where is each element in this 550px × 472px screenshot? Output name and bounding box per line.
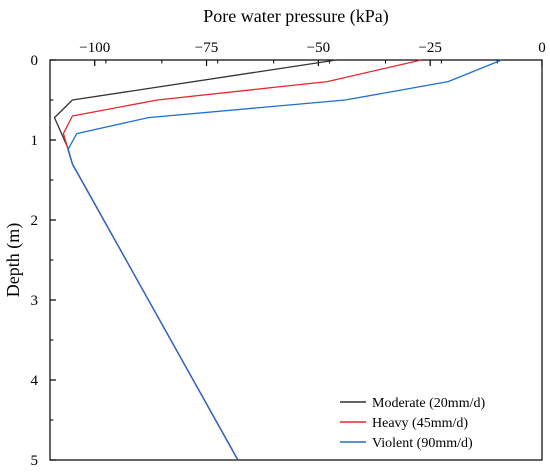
x-tick-label: −50	[307, 40, 330, 56]
y-axis-title: Depth (m)	[3, 223, 24, 297]
y-tick-label: 5	[31, 453, 39, 469]
x-tick-label: 0	[538, 40, 546, 56]
series-line-3	[67, 59, 502, 461]
y-tick-label: 4	[31, 373, 39, 389]
y-tick-label: 1	[31, 133, 39, 149]
series-layer	[53, 59, 502, 461]
axes: −100 −75 −50 −25 0 0 1 2 3 4 5	[31, 40, 546, 469]
x-tick-label: −100	[79, 40, 110, 56]
series-line-2	[62, 59, 422, 461]
legend: Moderate (20mm/d) Heavy (45mm/d) Violent (…	[340, 396, 485, 451]
legend-label-2: Heavy (45mm/d)	[372, 416, 468, 431]
y-tick-label: 2	[31, 213, 39, 229]
series-line-1	[53, 59, 337, 461]
legend-label-3: Violent (90mm/d)	[372, 436, 473, 451]
x-tick-label: −75	[195, 40, 218, 56]
y-tick-label: 3	[31, 293, 39, 309]
x-axis-title: Pore water pressure (kPa)	[203, 6, 388, 27]
legend-label-1: Moderate (20mm/d)	[372, 396, 485, 411]
y-tick-label: 0	[31, 53, 39, 69]
x-tick-label: −25	[418, 40, 441, 56]
